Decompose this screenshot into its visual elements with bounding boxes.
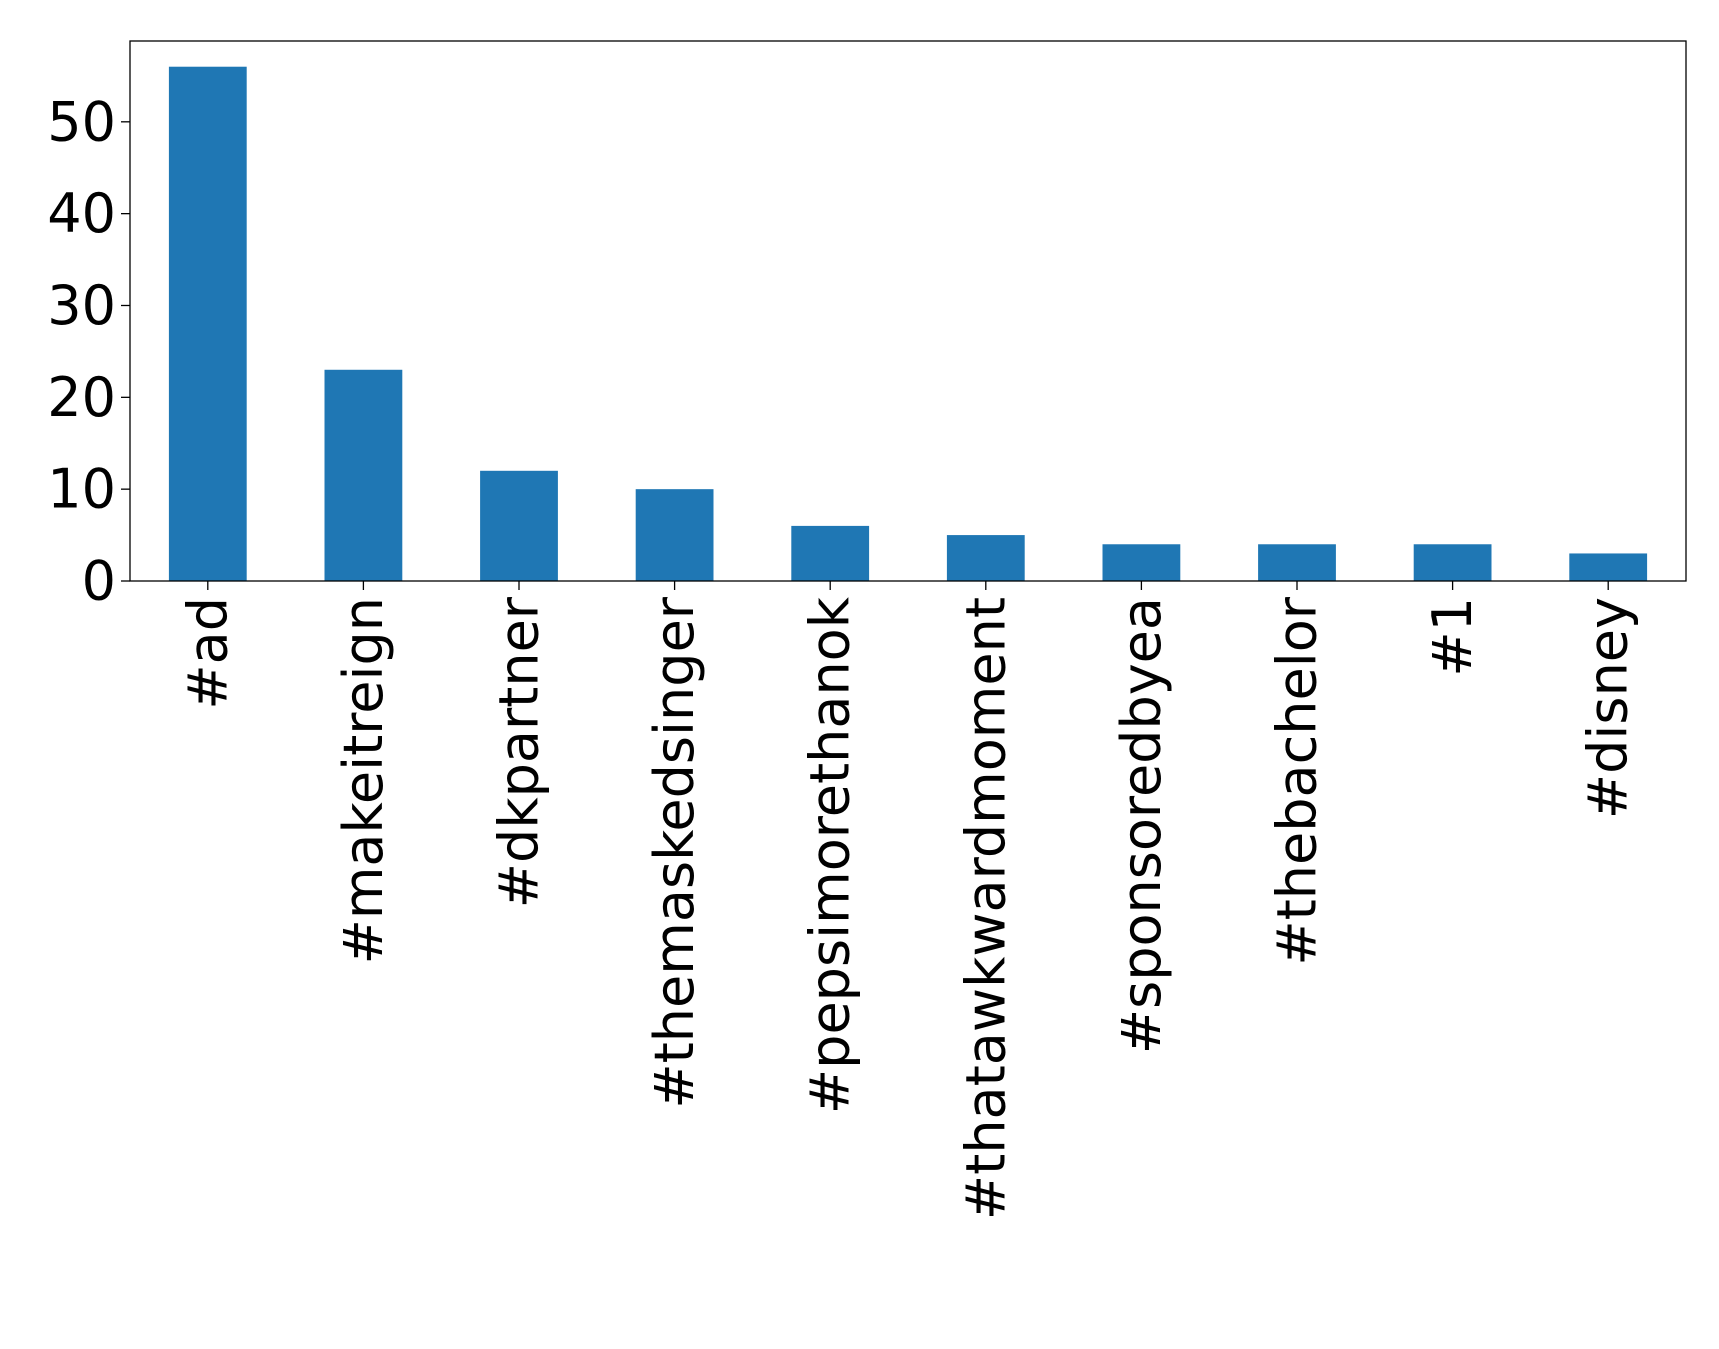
y-tick-label: 30 bbox=[47, 274, 116, 337]
y-tick-label: 40 bbox=[47, 182, 116, 245]
bar-1 bbox=[1413, 544, 1492, 581]
x-tick-label: #sponsoredbyea bbox=[1110, 597, 1173, 1054]
bar-themaskedsinger bbox=[635, 489, 714, 581]
bar-thebachelor bbox=[1258, 544, 1336, 581]
bar-pepsimorethanok bbox=[791, 525, 870, 581]
bar-disney bbox=[1569, 553, 1648, 581]
x-tick-label: #makeitreign bbox=[332, 597, 395, 964]
bar-ad bbox=[168, 66, 247, 581]
bar-sponsoredbyea bbox=[1102, 544, 1181, 581]
y-tick-label: 0 bbox=[82, 550, 116, 613]
x-tick-label: #thatawkwardmoment bbox=[954, 597, 1017, 1220]
bars-layer bbox=[168, 66, 1648, 581]
x-tick-label: #1 bbox=[1421, 597, 1484, 677]
x-tick-label: #themaskedsinger bbox=[643, 596, 706, 1108]
y-tick-label: 20 bbox=[47, 366, 116, 429]
bar-makeitreign bbox=[324, 369, 403, 581]
y-tick-label: 50 bbox=[47, 90, 116, 153]
x-tick-label: #pepsimorethanok bbox=[799, 596, 862, 1114]
y-tick-label: 10 bbox=[47, 458, 116, 521]
x-axis: #ad #makeitreign #dkpartner #themaskedsinge… bbox=[176, 581, 1640, 1220]
bar-dkpartner bbox=[480, 470, 558, 581]
plot-frame bbox=[129, 40, 1687, 582]
x-tick-label: #thebachelor bbox=[1266, 596, 1329, 965]
x-tick-label: #disney bbox=[1577, 597, 1640, 819]
x-tick-label: #ad bbox=[176, 597, 239, 710]
bar-thatawkwardmoment bbox=[946, 535, 1025, 581]
y-axis: 0 10 20 30 40 50 bbox=[47, 90, 130, 613]
x-tick-label: #dkpartner bbox=[488, 596, 551, 908]
